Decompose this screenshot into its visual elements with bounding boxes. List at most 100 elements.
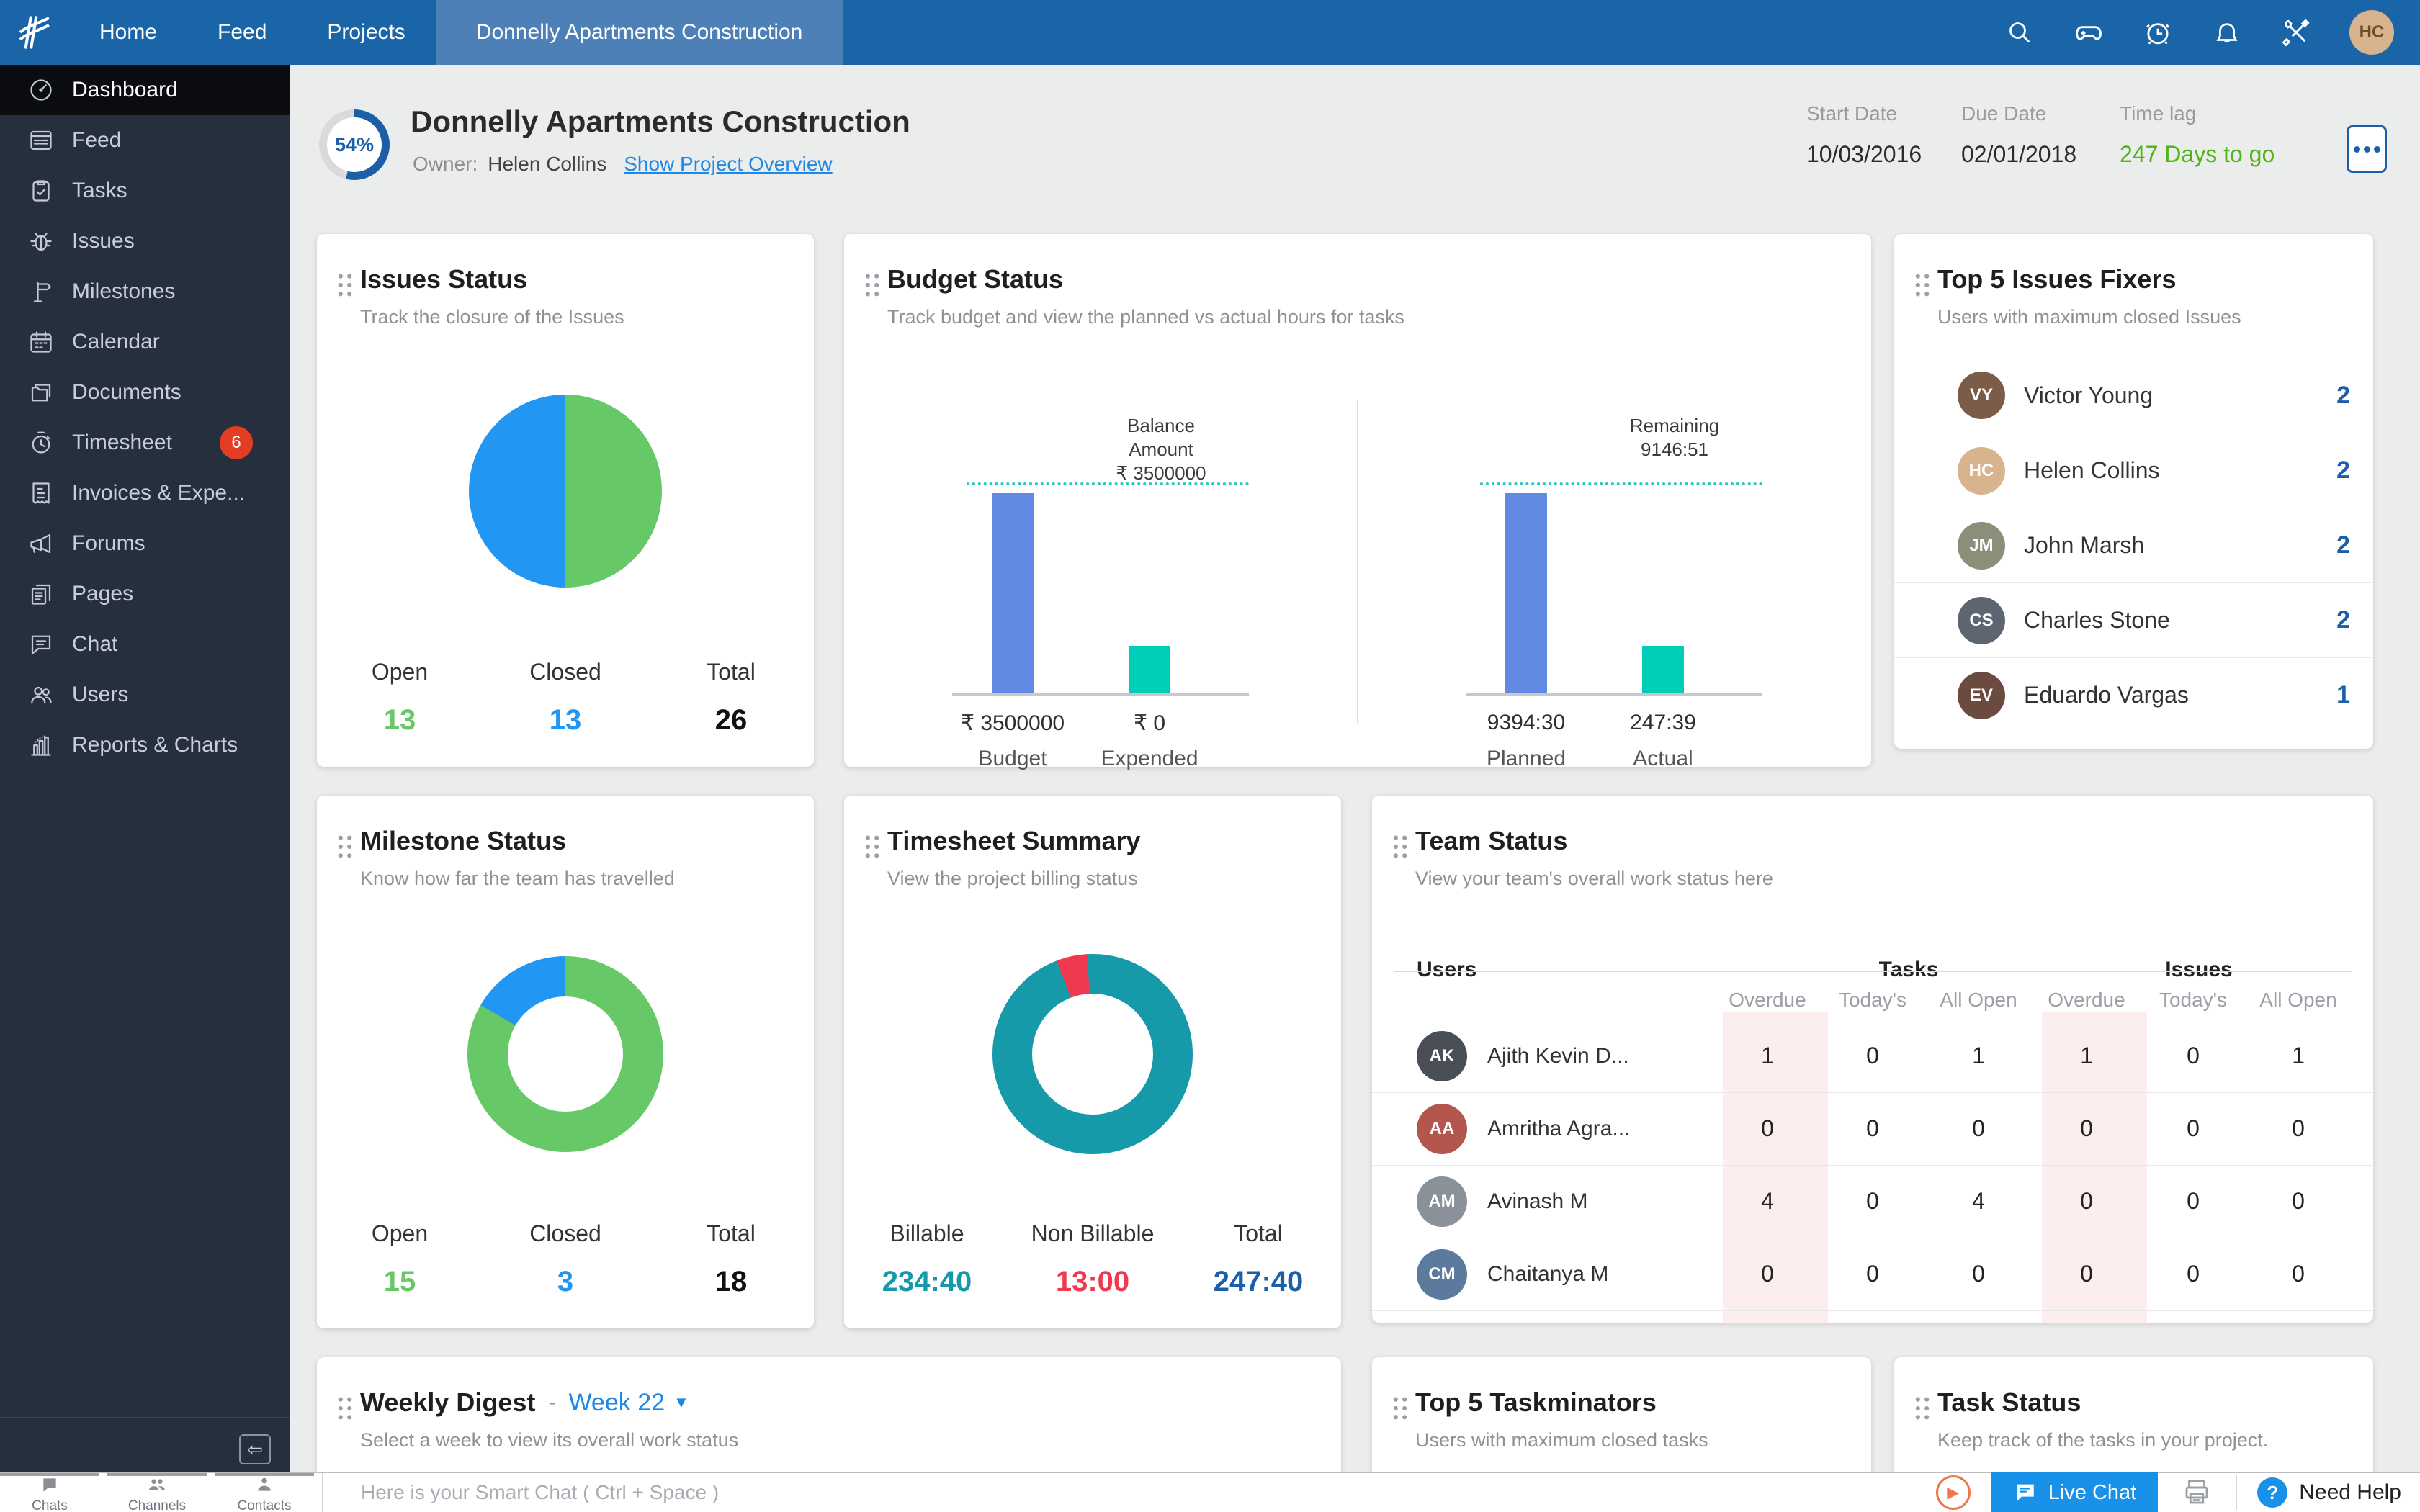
play-button[interactable]: ▶ — [1935, 1475, 1971, 1510]
sidebar-item-invoices-expe[interactable]: Invoices & Expe... — [0, 468, 290, 518]
list-item-victor-young[interactable]: VY Victor Young 2 — [1894, 358, 2373, 433]
card-subtitle: Keep track of the tasks in your project. — [1937, 1429, 2269, 1451]
stat-label: Total — [707, 1220, 756, 1246]
bar-actual[interactable] — [1642, 646, 1684, 693]
cell-value: 0 — [1866, 1043, 1879, 1068]
timesheet-donut-chart[interactable] — [992, 954, 1193, 1154]
sidebar-item-milestones[interactable]: Milestones — [0, 266, 290, 317]
reports-icon — [27, 732, 55, 759]
sidebar-item-issues[interactable]: Issues — [0, 216, 290, 266]
list-item-eduardo-vargas[interactable]: EV Eduardo Vargas 1 — [1894, 657, 2373, 732]
avatar: JM — [1958, 521, 2005, 570]
sidebar-item-timesheet[interactable]: Timesheet 6 — [0, 418, 290, 468]
stat-label: Billable — [889, 1220, 964, 1246]
drag-handle-icon[interactable] — [864, 273, 880, 301]
nav-active-project-tab[interactable]: Donnelly Apartments Construction — [435, 0, 843, 65]
table-row-avinash-m[interactable]: AM Avinash M 4 0 4 0 0 0 — [1372, 1166, 2373, 1238]
nav-item-projects[interactable]: Projects — [327, 20, 405, 44]
search-icon[interactable] — [2004, 17, 2035, 48]
drag-handle-icon[interactable] — [337, 1396, 353, 1424]
chat-tab-channels[interactable]: Channels — [107, 1473, 207, 1512]
sidebar-item-reports-charts[interactable]: Reports & Charts — [0, 720, 290, 770]
due-date-column: Due Date 02/01/2018 — [1961, 102, 2076, 168]
nav-item-home[interactable]: Home — [99, 20, 158, 44]
game-controller-icon[interactable] — [2073, 17, 2105, 48]
sidebar-item-dashboard[interactable]: Dashboard — [0, 65, 290, 115]
nav-item-feed[interactable]: Feed — [218, 20, 267, 44]
team-table-header-line — [1394, 971, 2352, 972]
sidebar-collapse-button[interactable]: ⇦ — [239, 1434, 271, 1464]
issues-status-card: Issues Status Track the closure of the I… — [317, 234, 814, 767]
stat-value: 26 — [714, 704, 748, 736]
timesheet-summary-card: Timesheet Summary View the project billi… — [844, 796, 1341, 1328]
top-navigation-bar: Home Feed Projects Donnelly Apartments Con… — [0, 0, 2420, 65]
sub-header-all-open-tasks: All Open — [1940, 989, 2017, 1011]
budget-amount-chart[interactable]: Balance Amount ₹ 3500000 ₹ 3500000 ₹ 0 Budget… — [844, 234, 1358, 770]
milestone-donut-chart[interactable] — [467, 956, 663, 1152]
list-item-helen-collins[interactable]: HC Helen Collins 2 — [1894, 433, 2373, 508]
issues-pie-chart[interactable] — [469, 395, 662, 588]
stat-open: Open 15 — [317, 1220, 483, 1298]
sub-header-today-s-tasks: Today's — [1838, 989, 1907, 1011]
budget-chart-divider — [1357, 400, 1358, 724]
drag-handle-icon[interactable] — [1392, 834, 1408, 863]
bar-budget[interactable] — [992, 493, 1034, 693]
table-row-amritha-agra[interactable]: AA Amritha Agra... 0 0 0 0 0 0 — [1372, 1093, 2373, 1166]
card-title: Timesheet Summary — [887, 826, 1141, 855]
list-item-john-marsh[interactable]: JM John Marsh 2 — [1894, 508, 2373, 582]
drag-handle-icon[interactable] — [337, 834, 353, 863]
sidebar-item-pages[interactable]: Pages — [0, 569, 290, 619]
sidebar-item-forums[interactable]: Forums — [0, 518, 290, 569]
sidebar-item-users[interactable]: Users — [0, 670, 290, 720]
budget-hours-chart[interactable]: Remaining 9146:51 9394:30 247:39 Planned Actu… — [1358, 234, 1871, 770]
chat-tab-contacts[interactable]: Contacts — [215, 1473, 314, 1512]
table-row-chaitanya-m[interactable]: CM Chaitanya M 0 0 0 0 0 0 — [1372, 1238, 2373, 1311]
live-chat-button[interactable]: Live Chat — [1990, 1472, 2159, 1512]
user-name: Avinash M — [1487, 1189, 1588, 1213]
drag-handle-icon[interactable] — [1914, 1396, 1930, 1424]
project-more-button[interactable] — [2347, 125, 2387, 173]
stat-label: Closed — [529, 1220, 601, 1246]
bug-icon — [27, 228, 55, 255]
cell-value: 1 — [2292, 1043, 2305, 1068]
drag-handle-icon[interactable] — [864, 834, 880, 863]
weekly-dash: - — [548, 1390, 556, 1414]
smart-chat-input[interactable]: Here is your Smart Chat ( Ctrl + Space ) — [322, 1473, 1936, 1512]
chat-tab-label: Channels — [127, 1498, 187, 1512]
card-title: Team Status — [1415, 826, 1568, 855]
logo-double-check-icon — [19, 16, 50, 49]
column-header-tasks: Tasks — [1878, 958, 1939, 981]
sidebar-item-documents[interactable]: Documents — [0, 367, 290, 418]
chat-tab-chats[interactable]: Chats — [0, 1473, 99, 1512]
week-selector-dropdown[interactable]: Week 22 ▼ — [568, 1389, 689, 1417]
sidebar-item-label: Reports & Charts — [72, 733, 238, 757]
bar-expended[interactable] — [1129, 646, 1170, 693]
closed-count: 2 — [2336, 381, 2350, 409]
drag-handle-icon[interactable] — [337, 273, 353, 301]
people-group-icon — [148, 1475, 166, 1497]
sidebar-item-feed[interactable]: Feed — [0, 115, 290, 166]
nav-menu: Home Feed Projects — [69, 0, 436, 65]
settings-tools-icon[interactable] — [2280, 17, 2312, 48]
top-issues-fixers-card: Top 5 Issues Fixers Users with maximum c… — [1894, 234, 2373, 749]
sidebar-item-chat[interactable]: Chat — [0, 619, 290, 670]
sidebar-item-tasks[interactable]: Tasks — [0, 166, 290, 216]
bar-planned[interactable] — [1505, 493, 1547, 693]
cell-value: 0 — [1761, 1115, 1774, 1141]
list-item-charles-stone[interactable]: CS Charles Stone 2 — [1894, 582, 2373, 657]
card-subtitle: Select a week to view its overall work s… — [360, 1429, 739, 1451]
alarm-clock-icon[interactable] — [2142, 17, 2174, 48]
budget-annotation: Balance Amount ₹ 3500000 — [1116, 415, 1206, 484]
notifications-bell-icon[interactable] — [2211, 17, 2243, 48]
zoho-projects-logo[interactable] — [0, 0, 69, 65]
drag-handle-icon[interactable] — [1914, 273, 1930, 301]
budget-threshold-line — [1480, 482, 1762, 485]
need-help-button[interactable]: ? Need Help — [2257, 1477, 2401, 1508]
print-icon[interactable] — [2178, 1477, 2215, 1508]
user-avatar[interactable]: HC — [2349, 10, 2394, 55]
drag-handle-icon[interactable] — [1392, 1396, 1408, 1424]
show-project-overview-link[interactable]: Show Project Overview — [624, 153, 833, 175]
cell-value: 0 — [1972, 1261, 1985, 1287]
table-row-ajith-kevin-d[interactable]: AK Ajith Kevin D... 1 0 1 1 0 1 — [1372, 1020, 2373, 1093]
sidebar-item-calendar[interactable]: Calendar — [0, 317, 290, 367]
